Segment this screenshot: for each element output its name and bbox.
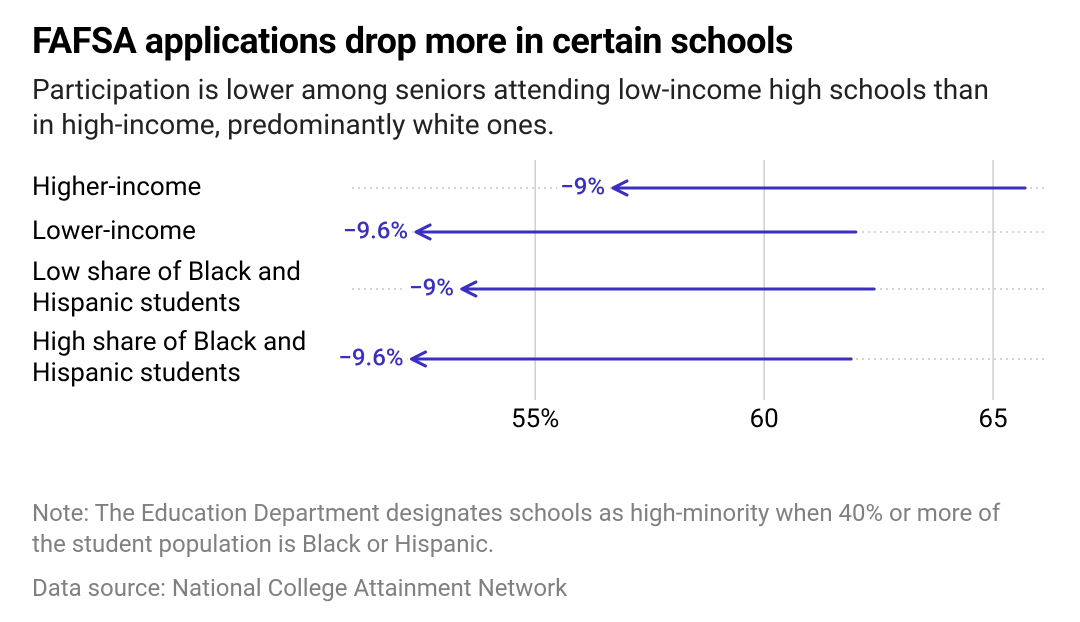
chart-note: Note: The Education Department designate… — [32, 498, 1032, 560]
row-label: Lower-income — [32, 216, 344, 247]
arrow-chart: −9% −9.6% −9% −9.6% Higher-income Lower-inco… — [32, 160, 1048, 470]
x-axis-tick-label: 65 — [978, 404, 1007, 434]
delta-label: −9.6% — [343, 216, 408, 244]
row-label: Higher-income — [32, 172, 344, 203]
row-label: Low share of Black andHispanic students — [32, 257, 344, 319]
chart-title: FAFSA applications drop more in certain … — [32, 20, 1048, 62]
x-axis-tick-label: 55% — [511, 404, 559, 434]
delta-label: −9% — [409, 273, 454, 301]
delta-label: −9.6% — [338, 343, 403, 371]
row-label: High share of Black andHispanic students — [32, 327, 344, 389]
delta-label: −9% — [560, 172, 605, 200]
chart-subtitle: Participation is lower among seniors att… — [32, 72, 1012, 142]
x-axis-tick-label: 60 — [749, 404, 778, 434]
chart-source: Data source: National College Attainment… — [32, 574, 1048, 602]
